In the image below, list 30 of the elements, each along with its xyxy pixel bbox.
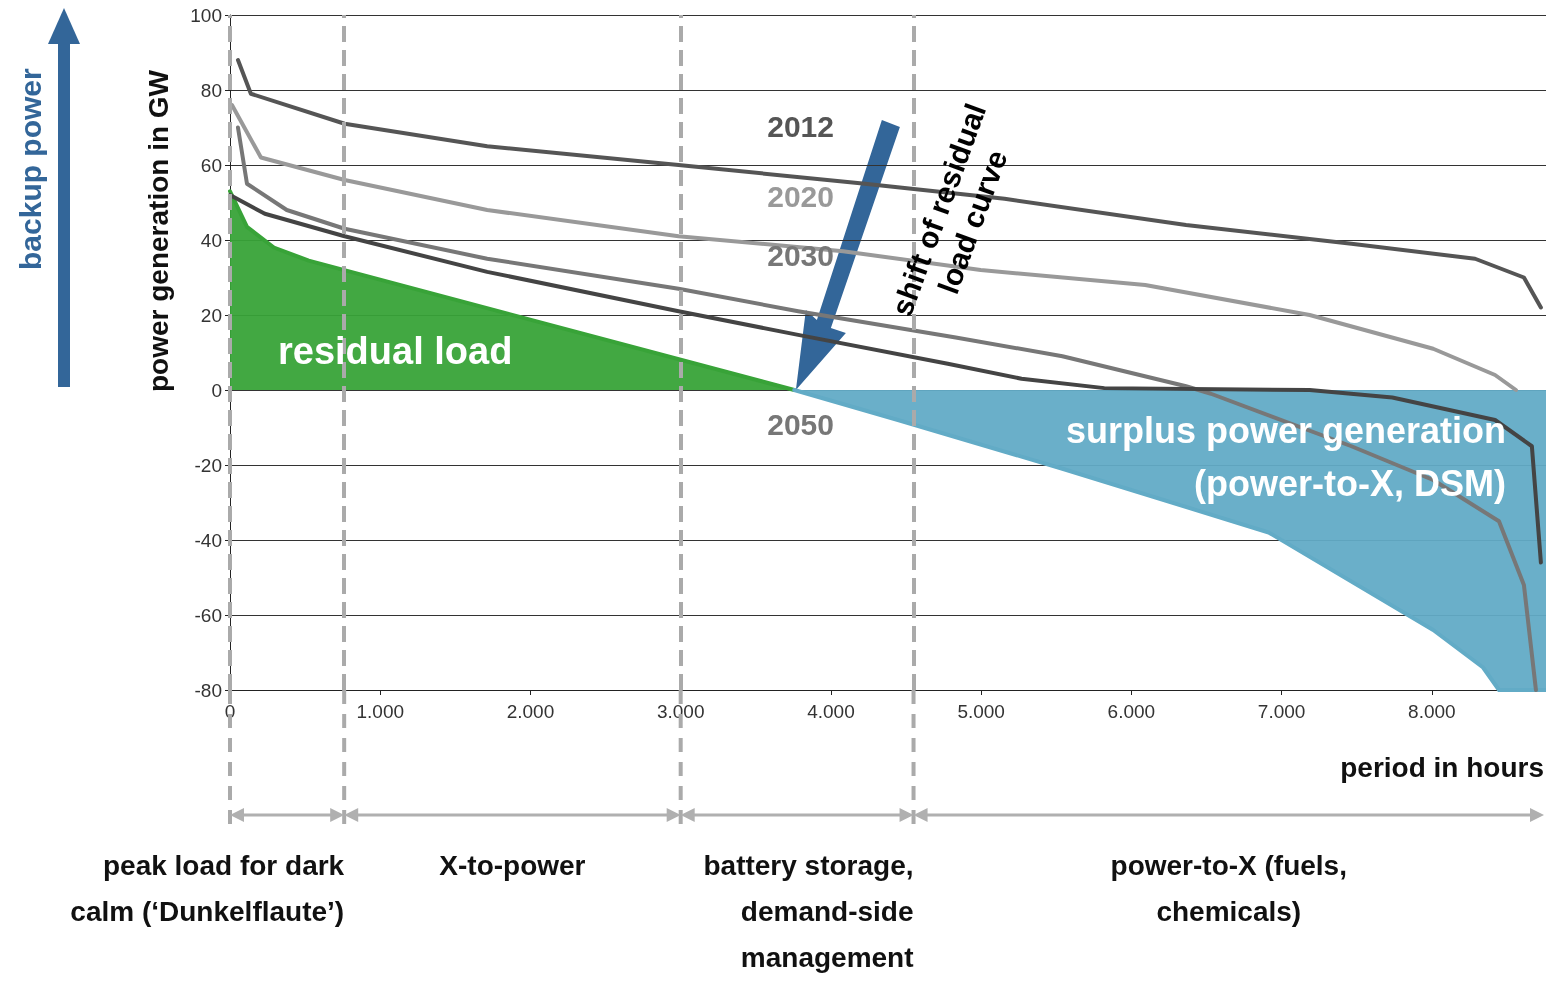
y-tick-label: -60 (194, 604, 222, 626)
y-tick-label: 100 (190, 4, 222, 26)
x-tick-label: 6.000 (1107, 701, 1156, 722)
text: backup power (14, 68, 48, 270)
annotation: 2050 (767, 408, 834, 442)
x-tick-label: 2.000 (506, 701, 555, 722)
y-tick-label: -80 (194, 679, 222, 701)
x-tick-label: 8.000 (1408, 701, 1456, 722)
series-label: 2012 (767, 109, 834, 144)
x-axis-title: period in hours (1340, 752, 1544, 784)
x-tick-label: 3.000 (656, 701, 705, 722)
x-tick-label: 5.000 (957, 701, 1005, 722)
series-label: residual load (278, 330, 513, 373)
series-label: 2030 (767, 238, 834, 273)
text: X-to-power (438, 849, 587, 883)
x-tick-label: 7.000 (1257, 701, 1306, 722)
text: power-to-X (fuels, chemicals) (1109, 849, 1348, 929)
y-tick-label: 20 (200, 304, 222, 326)
y-tick-label: -40 (194, 529, 222, 551)
y-tick-label: 40 (200, 229, 222, 251)
y-tick-label: 0 (211, 379, 222, 401)
x-tick-label: 4.000 (807, 701, 855, 722)
text: peak load for dark calm (‘Dunkelflaute’) (69, 849, 345, 929)
x-tick-label: 1.000 (356, 701, 404, 722)
y-tick-label: 60 (200, 154, 222, 176)
y-tick-label: -20 (194, 454, 222, 476)
y-axis-title: power generation in GW (143, 69, 175, 392)
series-label: 2020 (767, 180, 834, 215)
text: battery storage, demand-side management (702, 849, 914, 975)
y-tick-label: 80 (200, 79, 222, 101)
